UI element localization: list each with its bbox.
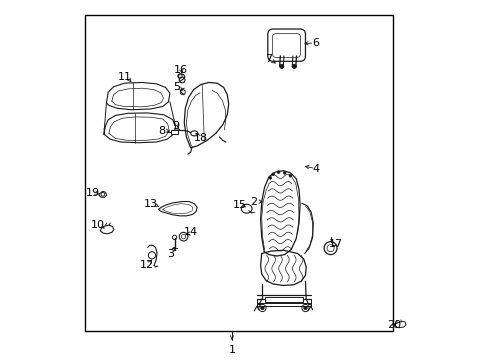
Bar <box>85 15 392 330</box>
Text: 3: 3 <box>167 248 174 258</box>
Text: 14: 14 <box>183 228 197 237</box>
Text: 18: 18 <box>193 133 207 143</box>
Circle shape <box>288 174 291 177</box>
Circle shape <box>268 176 271 179</box>
Text: 20: 20 <box>386 320 401 330</box>
Text: 13: 13 <box>144 199 158 210</box>
Text: 16: 16 <box>173 64 187 75</box>
Text: 7: 7 <box>265 54 272 64</box>
Circle shape <box>292 64 296 68</box>
Text: 2: 2 <box>250 197 257 207</box>
Ellipse shape <box>190 131 198 136</box>
FancyBboxPatch shape <box>272 34 300 57</box>
Text: 5: 5 <box>173 82 180 92</box>
Text: 6: 6 <box>312 38 319 48</box>
Text: 4: 4 <box>312 164 319 174</box>
Circle shape <box>260 306 264 310</box>
Bar <box>265 297 303 302</box>
Ellipse shape <box>241 204 251 213</box>
Text: 9: 9 <box>172 121 179 131</box>
Text: 19: 19 <box>86 188 100 198</box>
Text: 17: 17 <box>328 239 343 249</box>
Circle shape <box>277 171 280 174</box>
Text: 12: 12 <box>140 260 154 270</box>
FancyBboxPatch shape <box>267 29 305 61</box>
Circle shape <box>283 171 285 174</box>
Circle shape <box>271 173 274 176</box>
Bar <box>171 130 178 134</box>
Text: 15: 15 <box>233 200 247 210</box>
Circle shape <box>303 306 306 310</box>
Text: 10: 10 <box>90 220 104 230</box>
Text: 8: 8 <box>158 126 165 135</box>
Text: 11: 11 <box>118 72 131 82</box>
Circle shape <box>279 64 284 68</box>
Text: 1: 1 <box>228 345 235 355</box>
